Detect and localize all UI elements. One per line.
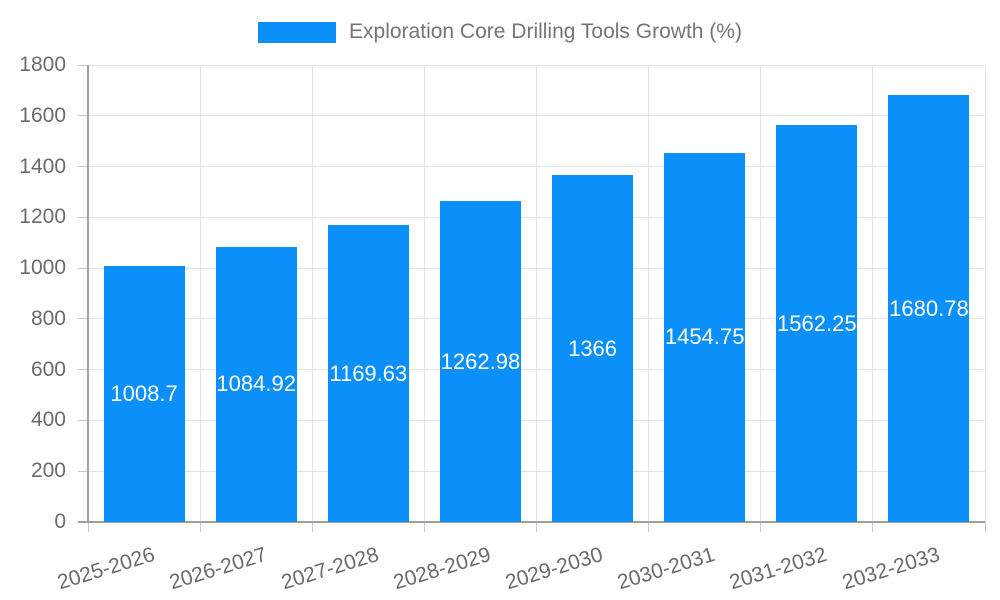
- gridline-vertical: [760, 65, 762, 522]
- y-axis-tick-label: 1800: [19, 53, 66, 76]
- y-axis-tick-label: 1200: [19, 205, 66, 229]
- y-axis-tick-label: 400: [30, 408, 66, 432]
- gridline-vertical: [423, 65, 425, 522]
- y-axis-tick-label: 0: [54, 510, 66, 533]
- bar-2029-2030[interactable]: [552, 175, 634, 522]
- x-axis-category-label: 2025-2026: [54, 542, 158, 595]
- y-axis-tick: [78, 318, 88, 320]
- gridline-vertical: [199, 65, 201, 522]
- gridline-vertical: [536, 65, 537, 522]
- bar-2031-2032[interactable]: [776, 125, 858, 522]
- y-axis-tick: [78, 369, 88, 371]
- x-axis-category-label: 2029-2030: [502, 542, 606, 595]
- y-axis-tick: [78, 470, 88, 472]
- x-axis-line: [78, 521, 985, 523]
- bar-2026-2027[interactable]: [215, 246, 297, 522]
- y-axis-tick: [78, 64, 88, 66]
- y-axis-tick-label: 1000: [19, 256, 66, 280]
- gridline-vertical: [311, 65, 313, 522]
- x-axis-tick: [984, 522, 986, 532]
- y-axis-line: [87, 65, 89, 522]
- x-axis-category-label: 2026-2027: [166, 542, 270, 595]
- y-axis-tick: [78, 216, 88, 218]
- bar-2032-2033[interactable]: [888, 95, 970, 522]
- gridline-vertical: [984, 65, 986, 522]
- x-axis-category-label: 2030-2031: [614, 542, 718, 595]
- legend-item[interactable]: Exploration Core Drilling Tools Growth (…: [258, 20, 742, 44]
- gridline-vertical: [872, 65, 874, 522]
- y-axis-tick-label: 1600: [19, 103, 66, 127]
- x-axis-tick: [311, 522, 313, 532]
- x-axis-category-label: 2031-2032: [727, 542, 830, 595]
- y-axis-tick-label: 1400: [19, 154, 66, 178]
- bar-2027-2028[interactable]: [327, 225, 409, 522]
- x-axis-tick: [648, 522, 650, 532]
- x-axis-tick: [872, 522, 874, 532]
- bar-2025-2026[interactable]: [103, 265, 185, 522]
- y-axis-tick-label: 800: [30, 306, 66, 330]
- x-axis-tick: [87, 522, 89, 532]
- y-axis-tick-label: 600: [30, 357, 66, 381]
- legend-label: Exploration Core Drilling Tools Growth (…: [349, 20, 742, 43]
- y-axis-tick: [78, 419, 88, 421]
- y-axis-tick: [78, 267, 88, 269]
- x-axis-tick: [536, 522, 537, 532]
- y-axis-tick-label: 200: [30, 459, 66, 483]
- x-axis-category-label: 2027-2028: [278, 542, 382, 595]
- x-axis-tick: [423, 522, 425, 532]
- x-axis-tick: [760, 522, 762, 532]
- gridline-vertical: [648, 65, 650, 522]
- legend: Exploration Core Drilling Tools Growth (…: [0, 20, 1000, 44]
- y-axis-tick: [78, 115, 88, 117]
- x-axis-category-label: 2028-2029: [390, 542, 494, 595]
- x-axis-tick: [199, 522, 201, 532]
- y-axis-tick: [78, 166, 88, 168]
- legend-swatch: [258, 21, 337, 43]
- bar-2030-2031[interactable]: [664, 152, 746, 522]
- bar-2028-2029[interactable]: [439, 201, 521, 522]
- x-axis-category-label: 2032-2033: [839, 542, 942, 595]
